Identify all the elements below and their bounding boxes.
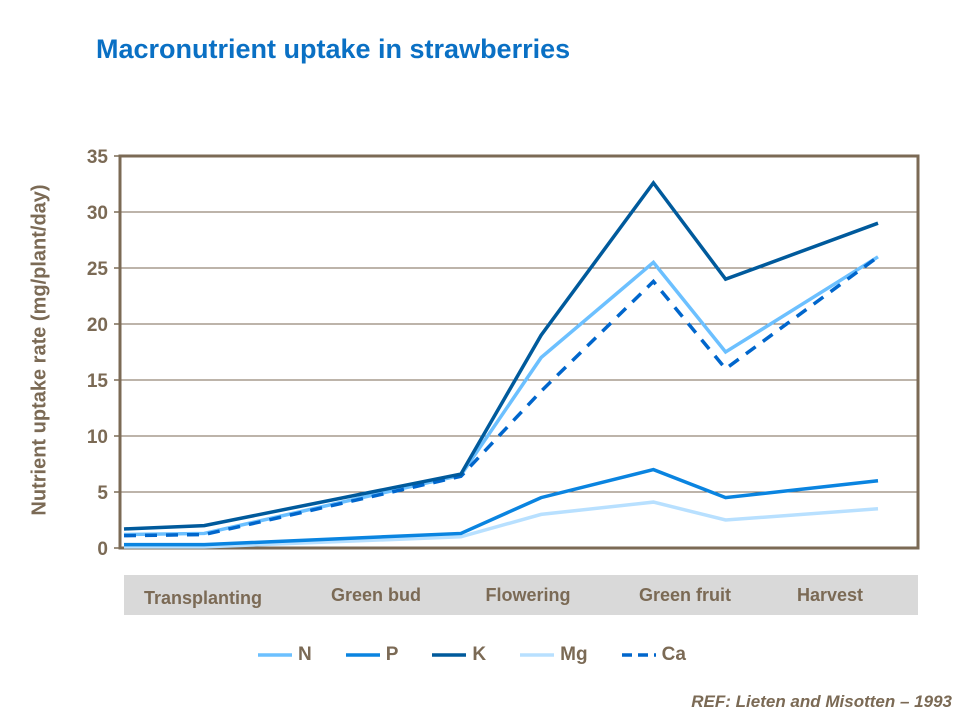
y-tick-label: 5: [97, 483, 108, 504]
y-tick-label: 10: [87, 427, 108, 448]
legend-swatch: [258, 653, 292, 657]
legend: N P K Mg Ca: [258, 644, 720, 666]
y-tick-label: 25: [87, 259, 109, 280]
x-tick-label: Flowering: [485, 585, 571, 605]
legend-item: P: [345, 644, 399, 666]
legend-label: P: [385, 644, 399, 665]
legend-swatch: [432, 653, 467, 657]
category-band: [124, 575, 918, 615]
y-tick-label: 15: [87, 371, 109, 392]
legend-label: K: [472, 644, 487, 665]
legend-swatch: [520, 653, 555, 657]
y-tick-label: 30: [87, 203, 108, 224]
legend-swatch: [345, 653, 380, 657]
legend-label: Ca: [661, 644, 686, 665]
series-line-p: [124, 467, 879, 547]
y-tick-label: 35: [87, 147, 109, 168]
reference-note: REF: Lieten and Misotten – 1993: [691, 692, 952, 711]
plot-border: [118, 154, 920, 550]
legend-item: Mg: [520, 644, 588, 666]
y-tick-label: 20: [87, 315, 108, 336]
x-tick-label: Transplanting: [143, 588, 263, 608]
legend-item: K: [432, 644, 486, 666]
series-line-n: [123, 255, 879, 537]
x-tick-label: Green bud: [330, 585, 422, 605]
legend-label: N: [298, 644, 312, 665]
x-tick-label: Green fruit: [638, 585, 732, 605]
legend-label: Mg: [560, 644, 588, 665]
chart-title: Macronutrient uptake in strawberries: [96, 34, 571, 64]
legend-item: Ca: [621, 644, 686, 666]
series-line-mg: [124, 500, 879, 549]
y-tick-label: 0: [97, 539, 108, 560]
legend-swatch: [621, 653, 656, 657]
x-tick-label: Harvest: [796, 585, 864, 605]
legend-item: N: [258, 644, 312, 666]
series-line-k: [123, 179, 879, 531]
